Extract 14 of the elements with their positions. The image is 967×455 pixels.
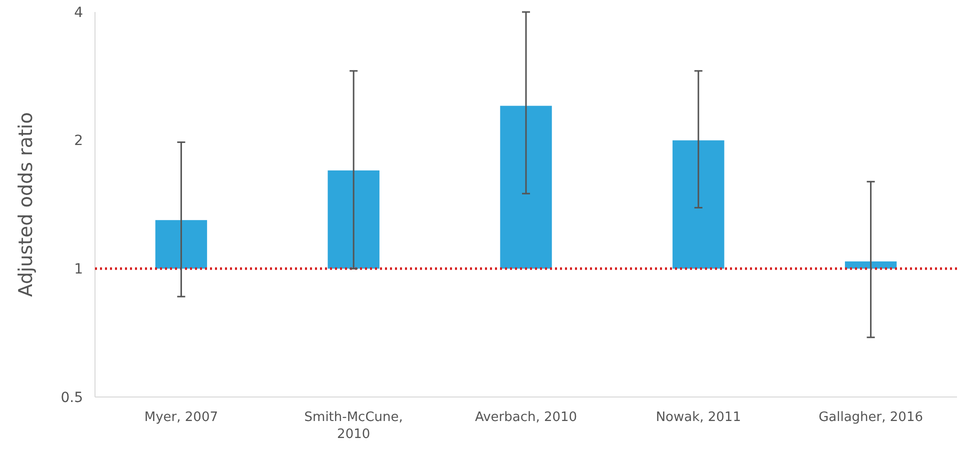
bar <box>500 106 552 269</box>
y-tick-label: 0.5 <box>60 390 83 406</box>
x-tick-label: Smith-McCune, 2010 <box>304 410 403 442</box>
x-tick-label: Nowak, 2011 <box>656 410 741 425</box>
y-tick-label: 1 <box>74 262 83 278</box>
bar <box>155 220 208 269</box>
x-tick-label: Averbach, 2010 <box>474 410 578 425</box>
y-tick-label: 4 <box>74 4 84 21</box>
bar <box>672 140 724 269</box>
y-axis-title: Adjusted odds ratio <box>15 112 37 297</box>
x-tick-label: Gallagher, 2016 <box>818 410 924 425</box>
bar <box>328 170 380 269</box>
x-tick-label: Myer, 2007 <box>144 410 218 425</box>
y-tick-label: 2 <box>74 133 83 150</box>
